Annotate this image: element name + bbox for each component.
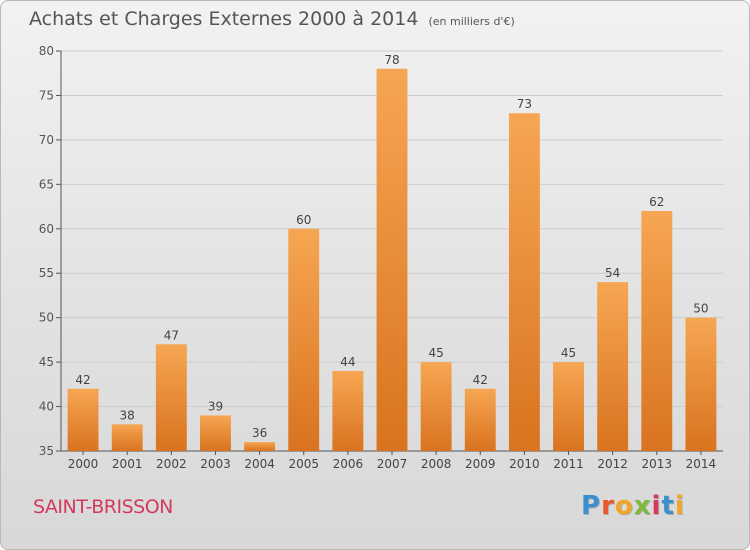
bar-2004: [244, 442, 276, 451]
proxiti-logo: Proxiti: [581, 491, 685, 521]
x-tick-label-2008: 2008: [421, 457, 452, 471]
y-tick-label: 60: [39, 222, 54, 236]
data-label-2004: 36: [252, 426, 267, 440]
y-tick-label: 70: [39, 133, 54, 147]
data-label-2014: 50: [693, 302, 708, 316]
y-tick-label: 55: [39, 266, 54, 280]
x-tick-label-2007: 2007: [377, 457, 408, 471]
logo-letter: x: [633, 491, 652, 521]
data-label-2006: 44: [340, 355, 355, 369]
chart-title: Achats et Charges Externes 2000 à 2014 (e…: [29, 8, 515, 30]
y-tick-label: 80: [39, 44, 54, 58]
data-label-2010: 73: [517, 97, 532, 111]
y-tick-labels: 35 40 45 50 55 60 65 70 75 80: [39, 44, 54, 458]
x-tick-label-2014: 2014: [686, 457, 717, 471]
bar-2013: [641, 211, 673, 451]
bar-2006: [332, 371, 364, 451]
data-label-2008: 45: [428, 346, 443, 360]
x-tick-label-2005: 2005: [288, 457, 319, 471]
x-tick-label-2006: 2006: [333, 457, 364, 471]
data-label-2005: 60: [296, 213, 311, 227]
y-tick-label: 40: [39, 400, 54, 414]
y-tick-label: 65: [39, 177, 54, 191]
bar-2001: [111, 424, 143, 451]
x-tick-label-2001: 2001: [112, 457, 143, 471]
x-tick-label-2000: 2000: [68, 457, 99, 471]
data-label-2003: 39: [208, 399, 223, 413]
logo-letter: P: [581, 491, 602, 521]
bar-2012: [597, 282, 629, 451]
x-tick-label-2002: 2002: [156, 457, 187, 471]
chart-title-text: Achats et Charges Externes 2000 à 2014: [29, 8, 419, 30]
logo-letter: o: [614, 491, 634, 521]
bar-2005: [288, 228, 320, 451]
logo-letter: i: [651, 491, 662, 521]
bar-2008: [420, 362, 452, 451]
y-tick-label: 45: [39, 355, 54, 369]
data-label-2012: 54: [605, 266, 620, 280]
y-tick-label: 50: [39, 311, 54, 325]
x-tick-label-2011: 2011: [553, 457, 584, 471]
data-label-2013: 62: [649, 195, 664, 209]
bar-2011: [553, 362, 584, 451]
x-tick-label-2013: 2013: [642, 457, 673, 471]
data-labels: 42 38 47 39 36 60 44 78 45 42 73 45 54 62 50: [75, 53, 708, 440]
data-label-2007: 78: [384, 53, 399, 67]
logo-letter: t: [661, 491, 675, 521]
bar-2014: [685, 317, 717, 451]
chart-subtitle: (en milliers d'€): [428, 15, 515, 28]
bar-2009: [464, 388, 496, 451]
bar-2002: [155, 344, 187, 451]
data-label-2009: 42: [473, 373, 488, 387]
x-tick-label-2012: 2012: [597, 457, 628, 471]
bars: [67, 68, 717, 452]
y-tick-label: 35: [39, 444, 54, 458]
x-tick-label-2004: 2004: [244, 457, 275, 471]
data-label-2011: 45: [561, 346, 576, 360]
logo-letter: i: [674, 491, 685, 521]
x-tick-label-2003: 2003: [200, 457, 231, 471]
commune-name: SAINT-BRISSON: [33, 496, 173, 518]
y-tick-label: 75: [39, 88, 54, 102]
data-label-2000: 42: [75, 373, 90, 387]
logo-letter: r: [601, 491, 615, 521]
bar-2003: [200, 415, 231, 451]
data-label-2001: 38: [120, 408, 135, 422]
x-tick-labels: 2000 2001 2002 2003 2004 2005 2006 2007 2008 2009…: [68, 457, 716, 471]
x-tick-label-2009: 2009: [465, 457, 496, 471]
x-tick-label-2010: 2010: [509, 457, 540, 471]
bar-2000: [67, 388, 99, 451]
data-label-2002: 47: [164, 328, 179, 342]
bar-2010: [508, 113, 540, 451]
bar-2007: [376, 68, 408, 452]
